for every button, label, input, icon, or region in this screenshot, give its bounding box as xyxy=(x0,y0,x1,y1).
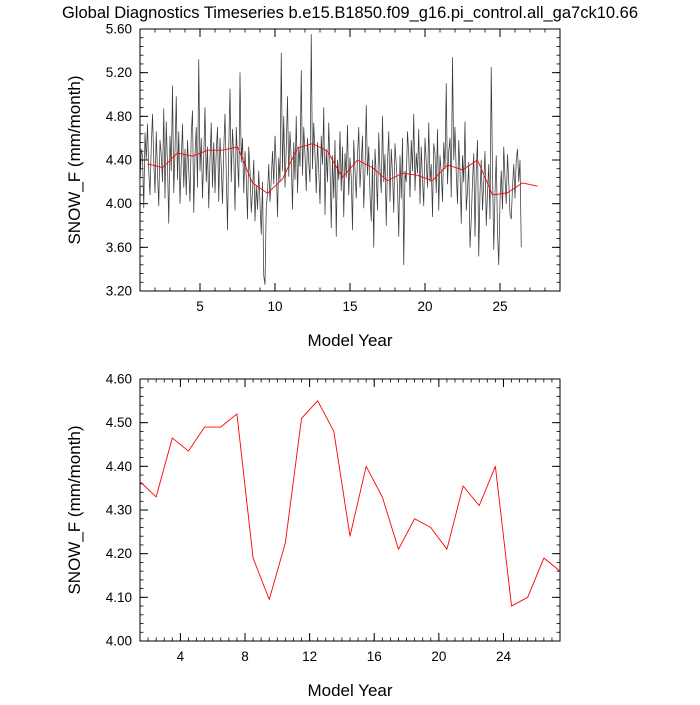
bottom-x-tick-label: 24 xyxy=(496,649,512,664)
top-series-annual-line xyxy=(147,143,538,196)
bottom-y-tick-label: 4.40 xyxy=(106,459,132,474)
top-series-monthly-line xyxy=(139,34,522,285)
top-y-axis-label: SNOW_F (mm/month) xyxy=(65,75,84,244)
bottom-series-annual-line xyxy=(139,400,561,607)
top-y-tick-label: 4.40 xyxy=(106,153,132,168)
bottom-x-tick-label: 8 xyxy=(241,649,249,664)
top-y-tick-label: 3.20 xyxy=(106,284,132,299)
bottom-y-axis-label: SNOW_F (mm/month) xyxy=(65,425,84,594)
bottom-x-tick-label: 16 xyxy=(367,649,382,664)
top-x-tick-label: 20 xyxy=(417,299,432,314)
top-y-tick-label: 5.20 xyxy=(106,65,132,80)
bottom-y-tick-label: 4.50 xyxy=(106,415,132,430)
bottom-y-tick-label: 4.30 xyxy=(106,503,132,518)
top-plot-area: 5 10 15 20 25 3.20 3.60 4.00 4.40 4.80 5.20 5.60 xyxy=(106,22,561,314)
bottom-x-tick-label: 20 xyxy=(431,649,446,664)
bottom-y-tick-label: 4.00 xyxy=(106,634,132,649)
figure-title: Global Diagnostics Timeseries b.e15.B185… xyxy=(62,4,638,22)
bottom-plot-area: 4 8 12 16 20 24 4.00 4.10 4.20 4.30 4.40 4.50 4.60 xyxy=(106,372,561,664)
bottom-y-tick-label: 4.60 xyxy=(106,372,132,387)
bottom-plot-frame xyxy=(139,378,561,642)
top-x-tick-label: 10 xyxy=(267,299,282,314)
top-y-tick-label: 4.80 xyxy=(106,109,132,124)
bottom-x-tick-label: 4 xyxy=(177,649,185,664)
top-panel: 5 10 15 20 25 3.20 3.60 4.00 4.40 4.80 5.20 5.60 Mo… xyxy=(65,22,561,350)
bottom-y-tick-label: 4.10 xyxy=(106,590,132,605)
top-x-axis-label: Model Year xyxy=(307,331,392,350)
bottom-panel: 4 8 12 16 20 24 4.00 4.10 4.20 4.30 4.40 4.50 4.60 M… xyxy=(65,372,561,700)
top-x-tick-label: 15 xyxy=(342,299,357,314)
top-x-tick-label: 25 xyxy=(492,299,507,314)
top-y-tick-label: 4.00 xyxy=(106,196,132,211)
top-x-tick-label: 5 xyxy=(196,299,204,314)
top-y-tick-label: 5.60 xyxy=(106,22,132,37)
bottom-x-tick-label: 12 xyxy=(302,649,317,664)
bottom-x-axis-label: Model Year xyxy=(307,681,392,700)
bottom-y-tick-label: 4.20 xyxy=(106,546,132,561)
top-y-tick-label: 3.60 xyxy=(106,240,132,255)
